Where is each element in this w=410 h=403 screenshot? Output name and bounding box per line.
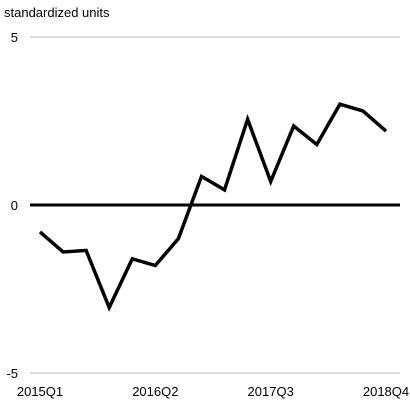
series-line-0	[38, 102, 388, 312]
series-group	[38, 102, 388, 312]
y-tick-label: -5	[6, 366, 18, 381]
x-tick-label: 2018Q4	[363, 384, 409, 399]
y-axis-label: standardized units	[4, 5, 110, 20]
x-tick-label: 2017Q3	[248, 384, 294, 399]
y-tick-label: 0	[11, 198, 18, 213]
y-tick-labels: 5 0 -5	[6, 30, 18, 381]
x-tick-label: 2015Q1	[17, 384, 63, 399]
x-tick-label: 2016Q2	[132, 384, 178, 399]
x-tick-labels: 2015Q1 2016Q2 2017Q3 2018Q4	[17, 384, 409, 399]
y-tick-label: 5	[11, 30, 18, 45]
gridlines	[30, 36, 400, 374]
